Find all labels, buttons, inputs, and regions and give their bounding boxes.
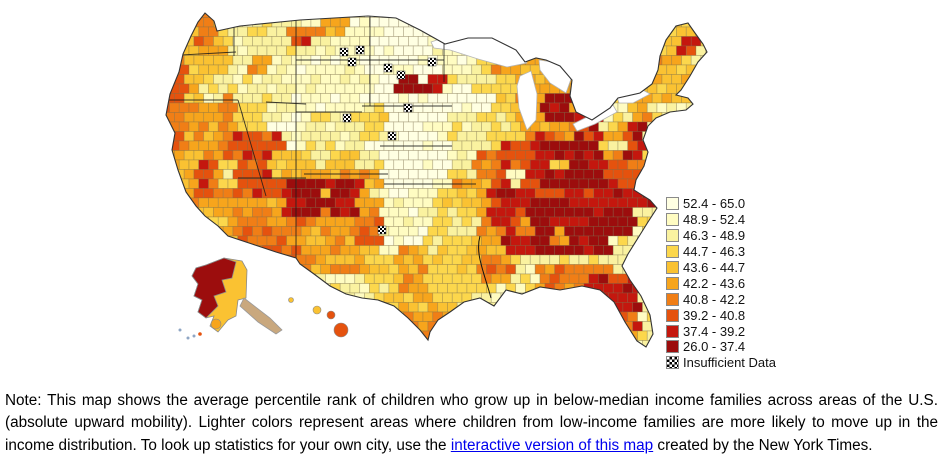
legend-item: 46.3 - 48.9: [666, 228, 776, 244]
nyt-map-link[interactable]: interactive version of this map: [450, 436, 654, 454]
legend-item: 26.0 - 37.4: [666, 339, 776, 355]
legend-item: 44.7 - 46.3: [666, 244, 776, 260]
us-outline: [165, 12, 708, 348]
legend-label: 26.0 - 37.4: [683, 339, 746, 355]
legend-label: 48.9 - 52.4: [683, 212, 746, 228]
legend-label: 52.4 - 65.0: [683, 196, 746, 212]
legend-swatch: [666, 261, 679, 274]
legend-label: 37.4 - 39.2: [683, 323, 746, 339]
legend-swatch: [666, 276, 679, 290]
legend-label: 43.6 - 44.7: [683, 260, 746, 275]
legend-item: 40.8 - 42.2: [666, 291, 776, 307]
legend-item: 42.2 - 43.6: [666, 275, 776, 291]
legend-swatch: [666, 308, 679, 322]
legend-swatch: [666, 340, 679, 354]
alaska-inset: [178, 257, 283, 340]
note-prefix: Note: This map shows the average percent…: [5, 392, 938, 454]
note-text: Note: This map shows the average percent…: [5, 390, 938, 457]
legend-swatch: [666, 292, 679, 306]
legend-item: 39.2 - 40.8: [666, 307, 776, 323]
legend-swatch: [666, 213, 679, 227]
legend-swatch: [666, 324, 679, 338]
legend-swatch: [666, 197, 679, 211]
legend-item: 48.9 - 52.4: [666, 212, 776, 228]
legend-label: 46.3 - 48.9: [683, 228, 746, 244]
hawaii-inset: [288, 297, 349, 338]
us-map-svg: [165, 12, 708, 348]
map-legend: 52.4 - 65.0 48.9 - 52.4 46.3 - 48.9 44.7 - …: [666, 196, 776, 371]
note-suffix: created by the New York Times.: [653, 436, 873, 454]
legend-label: 44.7 - 46.3: [683, 244, 746, 260]
legend-label: Insufficient Data: [683, 355, 776, 371]
legend-label: 40.8 - 42.2: [683, 291, 746, 307]
legend-item: Insufficient Data: [666, 355, 776, 371]
legend-swatch: [666, 245, 679, 259]
legend-label: 42.2 - 43.6: [683, 275, 746, 291]
legend-swatch: [666, 229, 679, 243]
legend-item: 37.4 - 39.2: [666, 323, 776, 339]
legend-swatch-insufficient: [666, 356, 679, 370]
legend-item: 43.6 - 44.7: [666, 260, 776, 276]
legend-item: 52.4 - 65.0: [666, 196, 776, 212]
legend-label: 39.2 - 40.8: [683, 307, 746, 323]
